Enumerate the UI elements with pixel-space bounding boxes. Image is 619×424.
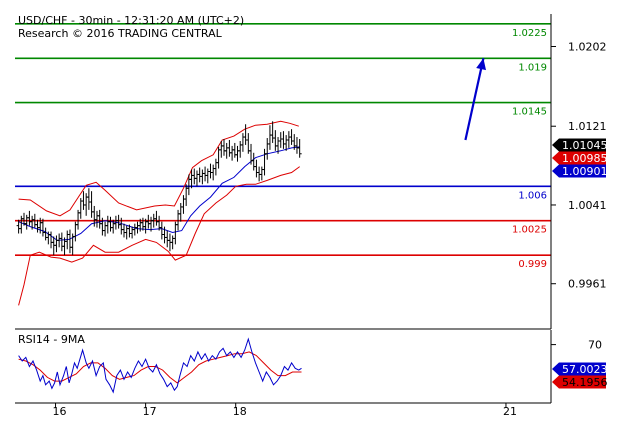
projection-arrow-head <box>476 58 486 71</box>
candle <box>297 139 302 158</box>
rsi-tag-rsi_ma <box>552 375 606 389</box>
x-tick-label: 21 <box>503 405 517 418</box>
x-tick-label: 17 <box>143 405 157 418</box>
level-label: 1.019 <box>518 62 547 73</box>
price-tag-current_price <box>552 138 606 152</box>
rsi-y-tick-label: 70 <box>588 339 602 352</box>
x-axis: 16 17 18 21 <box>53 403 517 418</box>
rsi-plot-area <box>15 330 551 402</box>
level-label: 1.0145 <box>512 107 547 118</box>
price-tag-bollinger <box>552 151 606 165</box>
level-label: 0.999 <box>518 259 547 270</box>
bollinger-lower-line <box>18 166 300 306</box>
projection-arrow <box>464 58 486 141</box>
rsi-tag-rsi <box>552 362 606 376</box>
main-panel: 1.0225 1.019 1.0145 1.006 1.0025 0.999 1.0202… <box>15 14 608 330</box>
y-tick-label: 0.9961 <box>568 278 607 291</box>
rsi-line <box>18 337 302 394</box>
rsi-lines <box>18 337 302 394</box>
price-tag-label: 1.00901 <box>562 165 608 178</box>
rsi-tag-label: 57.0023 <box>562 363 608 376</box>
price-tag-label: 1.00985 <box>562 152 608 165</box>
level-label: 1.0225 <box>512 28 547 39</box>
indicator-lines <box>18 120 300 306</box>
y-tick-label: 1.0202 <box>568 40 607 53</box>
main-plot-area <box>15 14 551 329</box>
moving-average-line <box>18 146 300 241</box>
rsi-title: RSI14 - 9MA <box>18 333 85 346</box>
price-tag-label: 1.01045 <box>562 139 608 152</box>
copyright-line: Research © 2016 TRADING CENTRAL <box>18 27 223 40</box>
y-tick-label: 1.0041 <box>568 199 607 212</box>
level-label: 1.006 <box>518 190 547 201</box>
price-tag-moving_average <box>552 164 606 178</box>
x-tick-label: 16 <box>53 405 67 418</box>
level-label: 1.0025 <box>512 225 547 236</box>
projection-arrow-shaft <box>464 58 485 141</box>
chart-title: USD/CHF - 30min - 12:31:20 AM (UTC+2) <box>18 14 244 27</box>
y-tick-label: 1.0121 <box>568 120 607 133</box>
main-y-axis: 1.0202 1.0121 1.0041 0.9961 <box>551 40 607 291</box>
bollinger-upper-line <box>18 120 299 217</box>
candlesticks <box>16 121 302 256</box>
rsi-tag-label: 54.1956 <box>562 376 608 389</box>
x-tick-label: 18 <box>233 405 247 418</box>
rsi-y-axis: 70 <box>551 339 602 352</box>
